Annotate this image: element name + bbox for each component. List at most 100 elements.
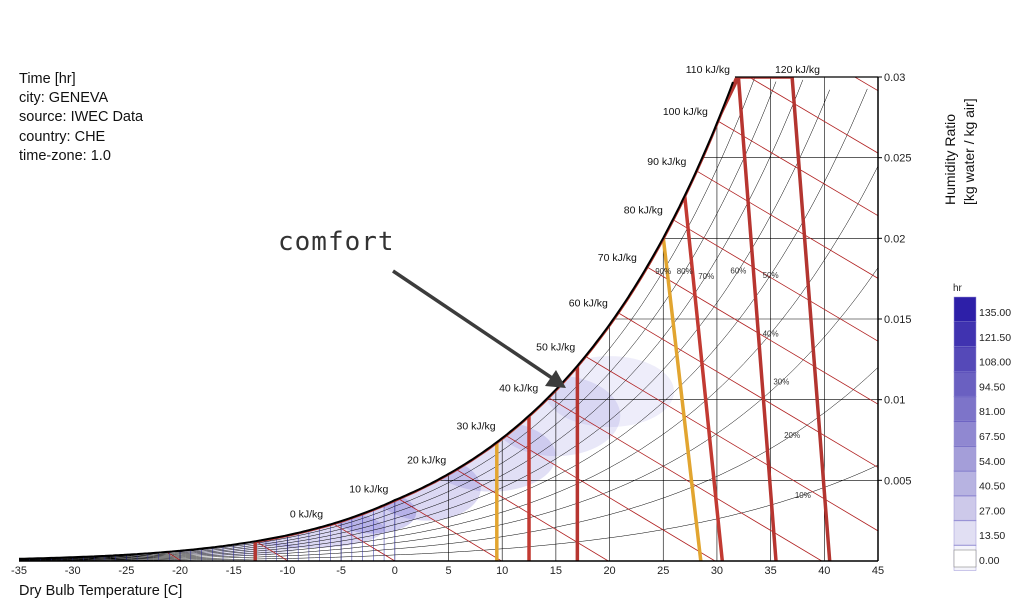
x-tick-label: 10 <box>496 565 508 577</box>
legend-tick-label: 0.00 <box>979 555 1000 567</box>
x-tick-label: 20 <box>603 565 615 577</box>
enthalpy-label: 10 kJ/kg <box>349 484 388 496</box>
legend-tick-label: 13.50 <box>979 530 1005 542</box>
color-legend <box>953 296 977 571</box>
info-line: time-zone: 1.0 <box>19 147 111 164</box>
x-tick-label: 30 <box>711 565 723 577</box>
enthalpy-label: 100 kJ/kg <box>663 106 708 118</box>
chart-labels: -35 -30 -25 -20 -15 -10 -5 0 5 10 15 20 25 30 35 40 45 0.… <box>11 64 1011 577</box>
legend-swatch <box>953 470 977 497</box>
y-tick-label: 0.015 <box>884 314 912 326</box>
rh-label: 70% <box>698 272 714 281</box>
rh-label: 20% <box>784 431 800 440</box>
x-tick-label: 0 <box>392 565 398 577</box>
enthalpy-line <box>717 120 878 561</box>
enthalpy-line <box>255 540 289 561</box>
y-axis-label-line1: Humidity Ratio <box>942 114 958 205</box>
rh-label: 50% <box>763 271 779 280</box>
enthalpy-label: 30 kJ/kg <box>457 420 496 432</box>
legend-swatch <box>953 420 977 447</box>
x-tick-label: -35 <box>11 565 27 577</box>
rh-curve <box>19 165 878 561</box>
location-info: Time [hr] city: GENEVA source: IWEC Data… <box>19 70 143 166</box>
x-tick-label: 5 <box>445 565 451 577</box>
enthalpy-label: 80 kJ/kg <box>624 205 663 217</box>
info-line: country: CHE <box>19 128 106 145</box>
x-tick-label: 25 <box>657 565 669 577</box>
rh-curve <box>19 367 878 561</box>
enthalpy-label: 120 kJ/kg <box>775 64 820 76</box>
enthalpy-line <box>455 469 609 561</box>
legend-swatch <box>953 296 977 323</box>
annotation-arrow-shaft <box>392 269 556 382</box>
y-tick-label: 0.02 <box>884 233 905 245</box>
enthalpy-line <box>646 266 878 561</box>
legend-zero-swatch <box>953 549 977 568</box>
x-tick-label: 15 <box>550 565 562 577</box>
legend-swatch <box>953 519 977 546</box>
rh-curve <box>19 464 878 561</box>
x-tick-label: 45 <box>872 565 884 577</box>
x-tick-label: -25 <box>118 565 134 577</box>
enthalpy-line <box>547 397 822 561</box>
legend-tick-label: 81.00 <box>979 406 1005 418</box>
legend-swatch <box>953 445 977 472</box>
legend-swatch <box>953 495 977 522</box>
rh-curve <box>19 267 878 561</box>
enthalpy-line <box>696 170 878 561</box>
legend-swatch <box>953 371 977 398</box>
saturation-curve <box>18 81 734 560</box>
x-tick-label: -15 <box>226 565 242 577</box>
legend-tick-label: 27.00 <box>979 505 1005 517</box>
enthalpy-label: 110 kJ/kg <box>686 64 730 76</box>
legend-title: hr <box>953 283 963 294</box>
legend-tick-label: 108.00 <box>979 357 1011 369</box>
legend-swatch <box>953 321 977 348</box>
rh-label: 80% <box>677 267 693 276</box>
enthalpy-line <box>505 435 716 561</box>
comfort-annotation: comfort <box>278 227 395 257</box>
legend-swatch <box>953 395 977 422</box>
x-tick-label: -5 <box>336 565 346 577</box>
x-tick-label: -10 <box>279 565 295 577</box>
rh-label: 60% <box>730 267 746 276</box>
annotation-arrow-head <box>545 370 566 388</box>
enthalpy-label: 90 kJ/kg <box>647 156 686 168</box>
x-tick-label: -30 <box>65 565 81 577</box>
legend-swatch <box>953 346 977 373</box>
y-tick-label: 0.025 <box>884 153 912 165</box>
rh-curve <box>19 79 804 560</box>
x-tick-label: -20 <box>172 565 188 577</box>
enthalpy-label: 0 kJ/kg <box>290 509 323 521</box>
rh-curve <box>19 81 777 560</box>
enthalpy-line <box>585 355 878 561</box>
legend-tick-label: 40.50 <box>979 481 1005 493</box>
enthalpy-label: 60 kJ/kg <box>569 298 608 310</box>
rh-label: 10% <box>795 491 811 500</box>
legend-tick-label: 67.50 <box>979 431 1005 443</box>
enthalpy-line <box>617 312 878 561</box>
legend-tick-label: 135.00 <box>979 307 1011 319</box>
info-line: city: GENEVA <box>19 90 109 107</box>
enthalpy-line <box>332 523 396 561</box>
enthalpy-label: 20 kJ/kg <box>407 454 446 466</box>
y-tick-label: 0.01 <box>884 395 905 407</box>
enthalpy-line <box>672 219 878 561</box>
info-line: source: IWEC Data <box>19 109 144 126</box>
y-tick-label: 0.005 <box>884 475 912 487</box>
enthalpy-label: 50 kJ/kg <box>536 341 575 353</box>
chart-axes <box>18 76 882 562</box>
x-tick-label: 35 <box>765 565 777 577</box>
y-axis-label-line2: [kg water / kg air] <box>961 98 977 205</box>
rh-curve <box>19 88 868 561</box>
enthalpy-line <box>166 551 182 561</box>
rh-curve <box>19 89 830 560</box>
legend-tick-label: 54.00 <box>979 456 1005 468</box>
legend-tick-label: 94.50 <box>979 381 1005 393</box>
x-tick-label: 40 <box>818 565 830 577</box>
enthalpy-label: 70 kJ/kg <box>598 252 637 264</box>
rh-label: 30% <box>773 377 789 386</box>
rh-label: 90% <box>655 267 671 276</box>
y-tick-label: 0.03 <box>884 72 905 84</box>
